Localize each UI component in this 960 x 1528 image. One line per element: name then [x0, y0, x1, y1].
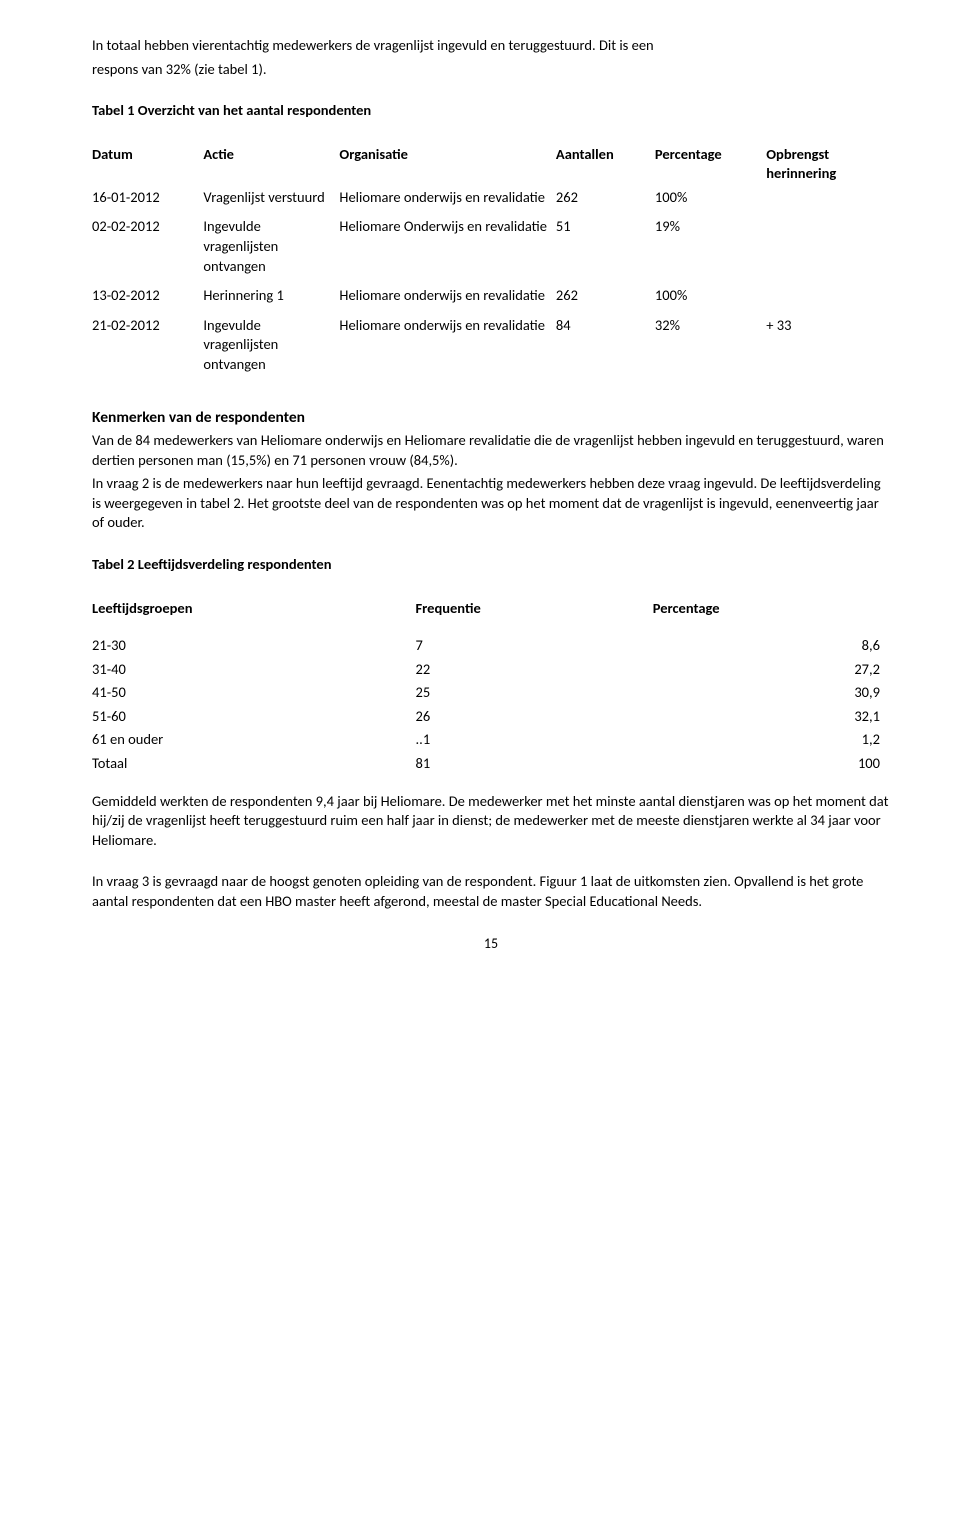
- table2-caption: Tabel 2 Leeftijdsverdeling respondenten: [92, 555, 890, 575]
- t1-cell-datum: 02-02-2012: [92, 215, 203, 284]
- table1-header-row: Datum Actie Organisatie Aantallen Percen…: [92, 143, 890, 186]
- table1-caption: Tabel 1 Overzicht van het aantal respond…: [92, 101, 890, 121]
- t2-cell-freq: 22: [416, 658, 653, 682]
- table-row: 51-60 26 32,1: [92, 705, 890, 729]
- table-row: 61 en ouder ..1 1,2: [92, 728, 890, 752]
- t2-cell-freq: 7: [416, 634, 653, 658]
- t2-cell-freq: 25: [416, 681, 653, 705]
- t2-cell-pct: 8,6: [653, 634, 890, 658]
- t1-cell-datum: 21-02-2012: [92, 314, 203, 383]
- t1-h-actie: Actie: [203, 143, 339, 186]
- table2: Leeftijdsgroepen Frequentie Percentage 2…: [92, 597, 890, 776]
- t1-cell-percentage: 32%: [655, 314, 766, 383]
- table1: Datum Actie Organisatie Aantallen Percen…: [92, 143, 890, 383]
- t1-cell-percentage: 100%: [655, 284, 766, 314]
- t2-cell-pct: 32,1: [653, 705, 890, 729]
- after-t2-p1: Gemiddeld werkten de respondenten 9,4 ja…: [92, 792, 890, 851]
- t1-cell-organisatie: Heliomare onderwijs en revalidatie: [339, 314, 556, 383]
- table2-header-row: Leeftijdsgroepen Frequentie Percentage: [92, 597, 890, 621]
- t1-cell-aantallen: 262: [556, 186, 655, 216]
- t2-cell-groep: 31-40: [92, 658, 416, 682]
- t1-cell-datum: 13-02-2012: [92, 284, 203, 314]
- table-row: 13-02-2012 Herinnering 1 Heliomare onder…: [92, 284, 890, 314]
- t2-cell-freq: ..1: [416, 728, 653, 752]
- t1-cell-opbrengst: [766, 215, 890, 284]
- t1-h-organisatie: Organisatie: [339, 143, 556, 186]
- kenmerken-p2: In vraag 2 is de medewerkers naar hun le…: [92, 474, 890, 533]
- t1-cell-aantallen: 262: [556, 284, 655, 314]
- t1-h-aantallen: Aantallen: [556, 143, 655, 186]
- intro-line-1: In totaal hebben vierentachtig medewerke…: [92, 36, 890, 56]
- t1-h-percentage: Percentage: [655, 143, 766, 186]
- t1-cell-aantallen: 84: [556, 314, 655, 383]
- intro-line-2: respons van 32% (zie tabel 1).: [92, 60, 890, 80]
- t1-cell-organisatie: Heliomare onderwijs en revalidatie: [339, 186, 556, 216]
- t1-cell-percentage: 100%: [655, 186, 766, 216]
- table-row: 31-40 22 27,2: [92, 658, 890, 682]
- intro-paragraph: In totaal hebben vierentachtig medewerke…: [92, 36, 890, 79]
- t1-cell-opbrengst: [766, 186, 890, 216]
- kenmerken-p1: Van de 84 medewerkers van Heliomare onde…: [92, 431, 890, 470]
- table-row: 16-01-2012 Vragenlijst verstuurd Helioma…: [92, 186, 890, 216]
- after-t2-p2: In vraag 3 is gevraagd naar de hoogst ge…: [92, 872, 890, 911]
- page-number: 15: [92, 935, 890, 954]
- t2-cell-groep: 41-50: [92, 681, 416, 705]
- t1-cell-opbrengst: [766, 284, 890, 314]
- t2-cell-groep: 51-60: [92, 705, 416, 729]
- t1-cell-organisatie: Heliomare Onderwijs en revalidatie: [339, 215, 556, 284]
- t1-h-opbrengst: Opbrengst herinnering: [766, 143, 890, 186]
- t1-h-datum: Datum: [92, 143, 203, 186]
- t2-cell-pct: 100: [653, 752, 890, 776]
- t1-cell-actie: Ingevulde vragenlijsten ontvangen: [203, 314, 339, 383]
- kenmerken-heading: Kenmerken van de respondenten: [92, 408, 890, 429]
- t2-cell-groep: 21-30: [92, 634, 416, 658]
- t2-cell-pct: 30,9: [653, 681, 890, 705]
- t2-h-groep: Leeftijdsgroepen: [92, 597, 416, 621]
- t1-cell-actie: Ingevulde vragenlijsten ontvangen: [203, 215, 339, 284]
- t2-h-pct: Percentage: [653, 597, 890, 621]
- t2-cell-groep: Totaal: [92, 752, 416, 776]
- t1-cell-percentage: 19%: [655, 215, 766, 284]
- t2-h-freq: Frequentie: [416, 597, 653, 621]
- t2-cell-pct: 27,2: [653, 658, 890, 682]
- table-row: 21-02-2012 Ingevulde vragenlijsten ontva…: [92, 314, 890, 383]
- t1-cell-aantallen: 51: [556, 215, 655, 284]
- t1-cell-actie: Vragenlijst verstuurd: [203, 186, 339, 216]
- t2-cell-groep: 61 en ouder: [92, 728, 416, 752]
- table-row: 41-50 25 30,9: [92, 681, 890, 705]
- t1-cell-organisatie: Heliomare onderwijs en revalidatie: [339, 284, 556, 314]
- t2-cell-pct: 1,2: [653, 728, 890, 752]
- t1-cell-datum: 16-01-2012: [92, 186, 203, 216]
- table-row: 21-30 7 8,6: [92, 634, 890, 658]
- t2-cell-freq: 26: [416, 705, 653, 729]
- t1-cell-opbrengst: + 33: [766, 314, 890, 383]
- table-row: 02-02-2012 Ingevulde vragenlijsten ontva…: [92, 215, 890, 284]
- table-row: Totaal 81 100: [92, 752, 890, 776]
- t2-cell-freq: 81: [416, 752, 653, 776]
- t1-cell-actie: Herinnering 1: [203, 284, 339, 314]
